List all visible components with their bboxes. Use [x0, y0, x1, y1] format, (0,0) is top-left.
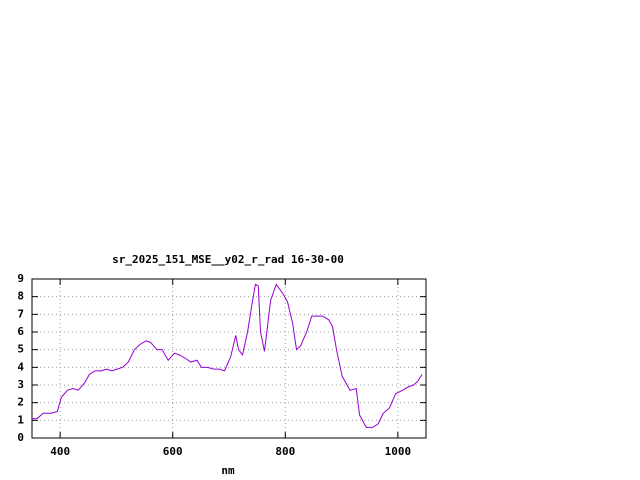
- x-tick-label: 600: [163, 445, 183, 458]
- x-tick-label: 800: [275, 445, 295, 458]
- y-tick-label: 0: [17, 431, 24, 444]
- data-line: [32, 283, 423, 428]
- plot-border: [31, 278, 427, 439]
- y-tick-label: 4: [17, 360, 24, 373]
- y-tick-label: 7: [17, 307, 24, 320]
- y-tick-label: 1: [17, 413, 24, 426]
- x-tick-label: 1000: [385, 445, 412, 458]
- y-tick-label: 2: [17, 396, 24, 409]
- y-tick-label: 8: [17, 290, 24, 303]
- x-axis-label: nm: [221, 464, 235, 477]
- y-tick-label: 5: [17, 343, 24, 356]
- y-tick-label: 6: [17, 325, 24, 338]
- y-tick-label: 3: [17, 378, 24, 391]
- x-tick-label: 400: [50, 445, 70, 458]
- chart-title: sr_2025_151_MSE__y02_r_rad 16-30-00: [112, 253, 344, 266]
- y-tick-label: 9: [17, 272, 24, 285]
